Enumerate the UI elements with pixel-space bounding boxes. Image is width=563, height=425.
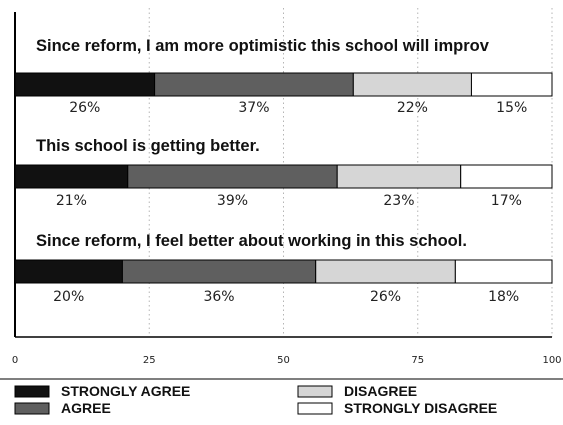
question-label: Since reform, I am more optimistic this … [36, 37, 490, 55]
legend-swatch [14, 402, 50, 415]
x-tick-label: 25 [143, 355, 156, 366]
x-tick-label: 0 [12, 355, 18, 366]
bar-segment [470, 72, 553, 97]
bar-segment [336, 164, 462, 189]
x-tick-label: 100 [542, 355, 561, 366]
data-label: 15% [496, 100, 527, 116]
legend-swatch [297, 402, 333, 415]
question-label: Since reform, I feel better about workin… [36, 232, 467, 250]
question-label: This school is getting better. [36, 137, 260, 155]
bar-segment [14, 164, 129, 189]
x-tick-label: 75 [411, 355, 424, 366]
data-label: 36% [203, 289, 234, 305]
data-label: 37% [238, 100, 269, 116]
data-label: 26% [69, 100, 100, 116]
data-label: 21% [56, 193, 87, 209]
bar-segment [154, 72, 354, 97]
bar-segment [14, 72, 156, 97]
legend-swatch [14, 385, 50, 398]
x-tick-label: 50 [277, 355, 290, 366]
legend-swatch [297, 385, 333, 398]
bar-segment [121, 259, 317, 284]
legend-label: STRONGLY AGREE [61, 383, 190, 399]
data-label: 22% [397, 100, 428, 116]
legend-label: STRONGLY DISAGREE [344, 400, 497, 416]
data-label: 39% [217, 193, 248, 209]
bar-segment [454, 259, 553, 284]
data-label: 26% [370, 289, 401, 305]
legend-label: DISAGREE [344, 383, 417, 399]
bar-segment [352, 72, 472, 97]
data-label: 23% [383, 193, 414, 209]
data-label: 17% [491, 193, 522, 209]
bar-segment [14, 259, 123, 284]
data-label: 20% [53, 289, 84, 305]
bar-segment [127, 164, 338, 189]
bar-segment [315, 259, 456, 284]
legend-label: AGREE [61, 400, 111, 416]
data-label: 18% [488, 289, 519, 305]
bar-segment [460, 164, 553, 189]
